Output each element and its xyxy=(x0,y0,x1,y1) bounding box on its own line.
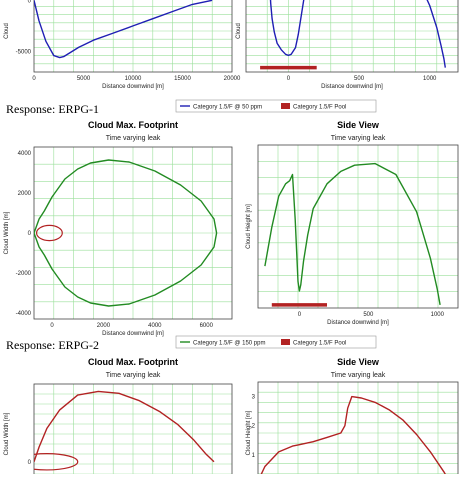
series-group xyxy=(260,0,446,70)
x-axis-label: Distance downwind [m] xyxy=(327,320,389,326)
series-line-0 xyxy=(34,0,213,59)
y-tick-label: 0 xyxy=(28,460,32,466)
x-tick-label: 0 xyxy=(287,76,291,82)
series-group xyxy=(34,0,213,59)
y-axis-label: Cloud Width [m] xyxy=(4,412,10,455)
series-line-0 xyxy=(269,0,305,57)
chart-title: Side View xyxy=(337,357,380,367)
x-tick-label: 0 xyxy=(50,323,54,329)
y-tick-label: 0 xyxy=(28,231,32,237)
y-axis-label: Cloud Height [m] xyxy=(246,204,252,249)
plot-frame xyxy=(33,383,233,479)
legend-item-label: Category 1.5/F @ 50 ppm xyxy=(193,105,262,111)
y-tick-label: 2000 xyxy=(18,191,32,197)
x-tick-label: 6000 xyxy=(200,323,214,329)
x-tick-label: 500 xyxy=(363,312,374,318)
chart-top-footprint: 0 5000 10000 15000 20000 Distance downwind [m… xyxy=(4,0,241,90)
x-tick-label: 0 xyxy=(32,76,36,82)
series-line-0 xyxy=(34,390,215,463)
y-tick-label: 0 xyxy=(28,0,32,4)
y-tick-label: -5000 xyxy=(16,50,32,56)
legend-box xyxy=(175,335,377,349)
y-axis-label: Cloud Width [m] xyxy=(4,211,10,254)
series-line-0 xyxy=(264,162,441,306)
chart-subtitle: Time varying leak xyxy=(331,135,386,142)
legends-layer: Category 1.5/F @ 50 ppm Category 1.5/F Po… xyxy=(175,99,377,349)
plot-frame xyxy=(257,144,459,309)
x-axis-label: Distance downwind [m] xyxy=(102,84,164,90)
chart-erpg1-side: 0 500 1000 Distance downwind [m] Cloud Heigh… xyxy=(246,120,459,326)
x-tick-label: 2000 xyxy=(97,323,111,329)
chart-subtitle: Time varying leak xyxy=(106,372,161,379)
legend-swatch-box xyxy=(281,103,290,109)
series-line-0 xyxy=(34,159,218,307)
chart-subtitle: Time varying leak xyxy=(331,372,386,379)
y-tick-label: -4000 xyxy=(16,311,32,317)
series-pool-ellipse xyxy=(35,224,63,242)
x-tick-label: 20000 xyxy=(224,76,241,82)
chart-title: Cloud Max. Footprint xyxy=(88,357,178,367)
x-tick-label: 500 xyxy=(354,76,365,82)
y-tick-label: 2 xyxy=(252,424,256,430)
chart-title: Cloud Max. Footprint xyxy=(88,120,178,130)
chart-erpg2-footprint: 0 Cloud Width [m] Cloud Max. Footprint Time… xyxy=(4,357,233,479)
series-group xyxy=(264,162,441,307)
series-line-1 xyxy=(426,0,446,68)
x-tick-label: 1000 xyxy=(431,312,445,318)
y-axis-label: Cloud Height [m] xyxy=(246,410,252,455)
legend-item-label: Category 1.5/F @ 150 ppm xyxy=(193,341,265,347)
series-group xyxy=(34,159,218,307)
x-tick-label: 5000 xyxy=(77,76,91,82)
x-tick-label: 0 xyxy=(298,312,302,318)
x-tick-label: 15000 xyxy=(174,76,191,82)
legend-top: Category 1.5/F @ 50 ppm Category 1.5/F Po… xyxy=(175,99,377,113)
legend-swatch-box xyxy=(281,339,290,345)
response-label-erpg1: Response: ERPG-1 xyxy=(6,102,99,116)
y-tick-label: 3 xyxy=(252,395,256,401)
legend-box xyxy=(175,99,377,113)
plot-frame xyxy=(33,0,233,73)
chart-erpg1-footprint: 0 2000 4000 6000 Distance downwind [m] 4000 20… xyxy=(4,120,233,337)
series-pool-ellipse xyxy=(34,453,79,471)
y-tick-label: -2000 xyxy=(16,271,32,277)
series-line-0 xyxy=(258,395,449,479)
legend-item-label: Category 1.5/F Pool xyxy=(293,105,346,111)
y-tick-label: 1 xyxy=(252,453,256,459)
series-group xyxy=(258,395,449,479)
legend-item-label: Category 1.5/F Pool xyxy=(293,341,346,347)
y-axis-label: Cloud xyxy=(236,23,242,39)
plot-frame xyxy=(245,0,459,73)
response-label-erpg2: Response: ERPG-2 xyxy=(6,338,99,352)
chart-top-side: 0 500 1000 Distance downwind [m] Cloud xyxy=(236,0,459,90)
x-axis-label: Distance downwind [m] xyxy=(102,331,164,337)
chart-erpg2-side: 1 2 3 Cloud Height [m] Side View Time varying… xyxy=(246,357,459,479)
series-group xyxy=(34,390,215,471)
y-axis-label: Cloud xyxy=(4,23,10,39)
legend-erpg1: Category 1.5/F @ 150 ppm Category 1.5/F P… xyxy=(175,335,377,349)
chart-subtitle: Time varying leak xyxy=(106,135,161,142)
y-tick-label: 4000 xyxy=(18,151,32,157)
plot-frame xyxy=(257,381,459,479)
x-tick-label: 10000 xyxy=(125,76,142,82)
x-tick-label: 1000 xyxy=(423,76,437,82)
chart-title: Side View xyxy=(337,120,380,130)
x-axis-label: Distance downwind [m] xyxy=(321,84,383,90)
x-tick-label: 4000 xyxy=(148,323,162,329)
